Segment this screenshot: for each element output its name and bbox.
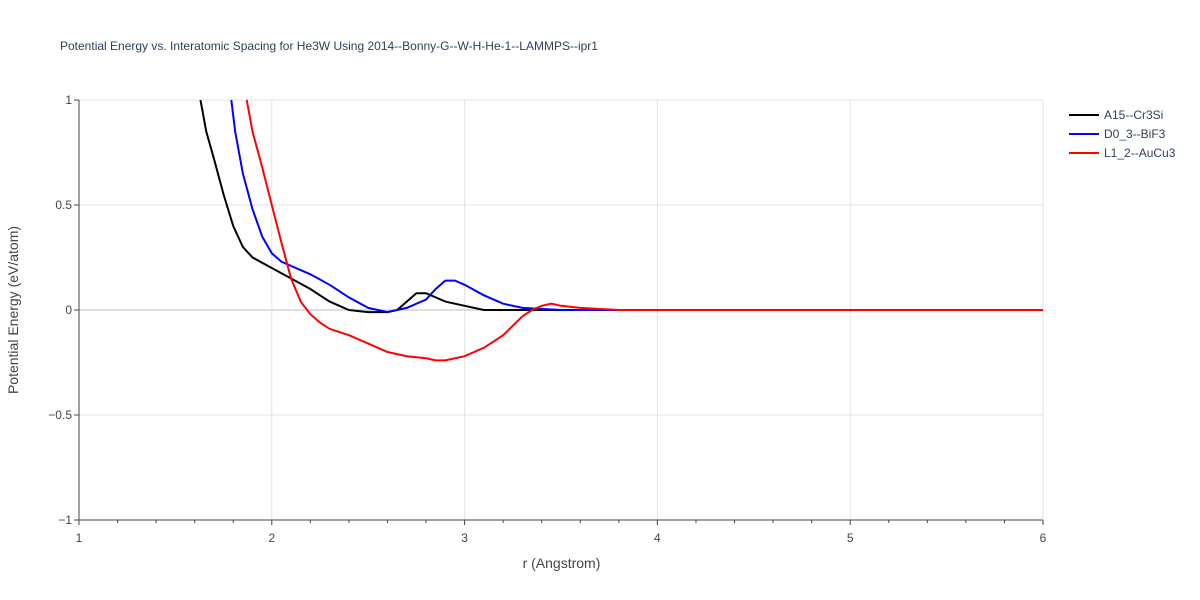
y-tick-label: 1 — [65, 93, 72, 107]
x-tick-label: 1 — [76, 531, 83, 545]
x-tick-label: 3 — [461, 531, 468, 545]
chart-title: Potential Energy vs. Interatomic Spacing… — [60, 39, 598, 53]
legend-label: A15--Cr3Si — [1104, 108, 1163, 122]
legend-item[interactable]: L1_2--AuCu3 — [1069, 146, 1176, 160]
legend-label: D0_3--BiF3 — [1104, 127, 1166, 141]
y-tick-label: 0.5 — [55, 198, 72, 212]
y-tick-label: 0 — [65, 303, 72, 317]
y-tick-label: −1 — [58, 513, 72, 527]
legend-item[interactable]: A15--Cr3Si — [1069, 108, 1163, 122]
series-line-1 — [230, 100, 1043, 314]
x-tick-label: 5 — [847, 531, 854, 545]
legend[interactable]: A15--Cr3Si D0_3--BiF3 L1_2--AuCu3 — [1069, 108, 1176, 160]
x-tick-label: 4 — [654, 531, 661, 545]
y-tick-label: −0.5 — [48, 408, 72, 422]
x-tick-label: 6 — [1040, 531, 1047, 545]
legend-item[interactable]: D0_3--BiF3 — [1069, 127, 1166, 141]
x-tick-label: 2 — [268, 531, 275, 545]
y-axis-title: Potential Energy (eV/atom) — [5, 226, 21, 394]
axes: 1 2 3 4 5 6 −1 −0.5 0 0.5 1 — [48, 93, 1046, 545]
plot-area — [199, 100, 1043, 362]
series-line-2 — [245, 100, 1043, 362]
legend-label: L1_2--AuCu3 — [1104, 146, 1176, 160]
x-axis-title: r (Angstrom) — [523, 555, 601, 571]
series-line-0 — [199, 100, 1043, 314]
